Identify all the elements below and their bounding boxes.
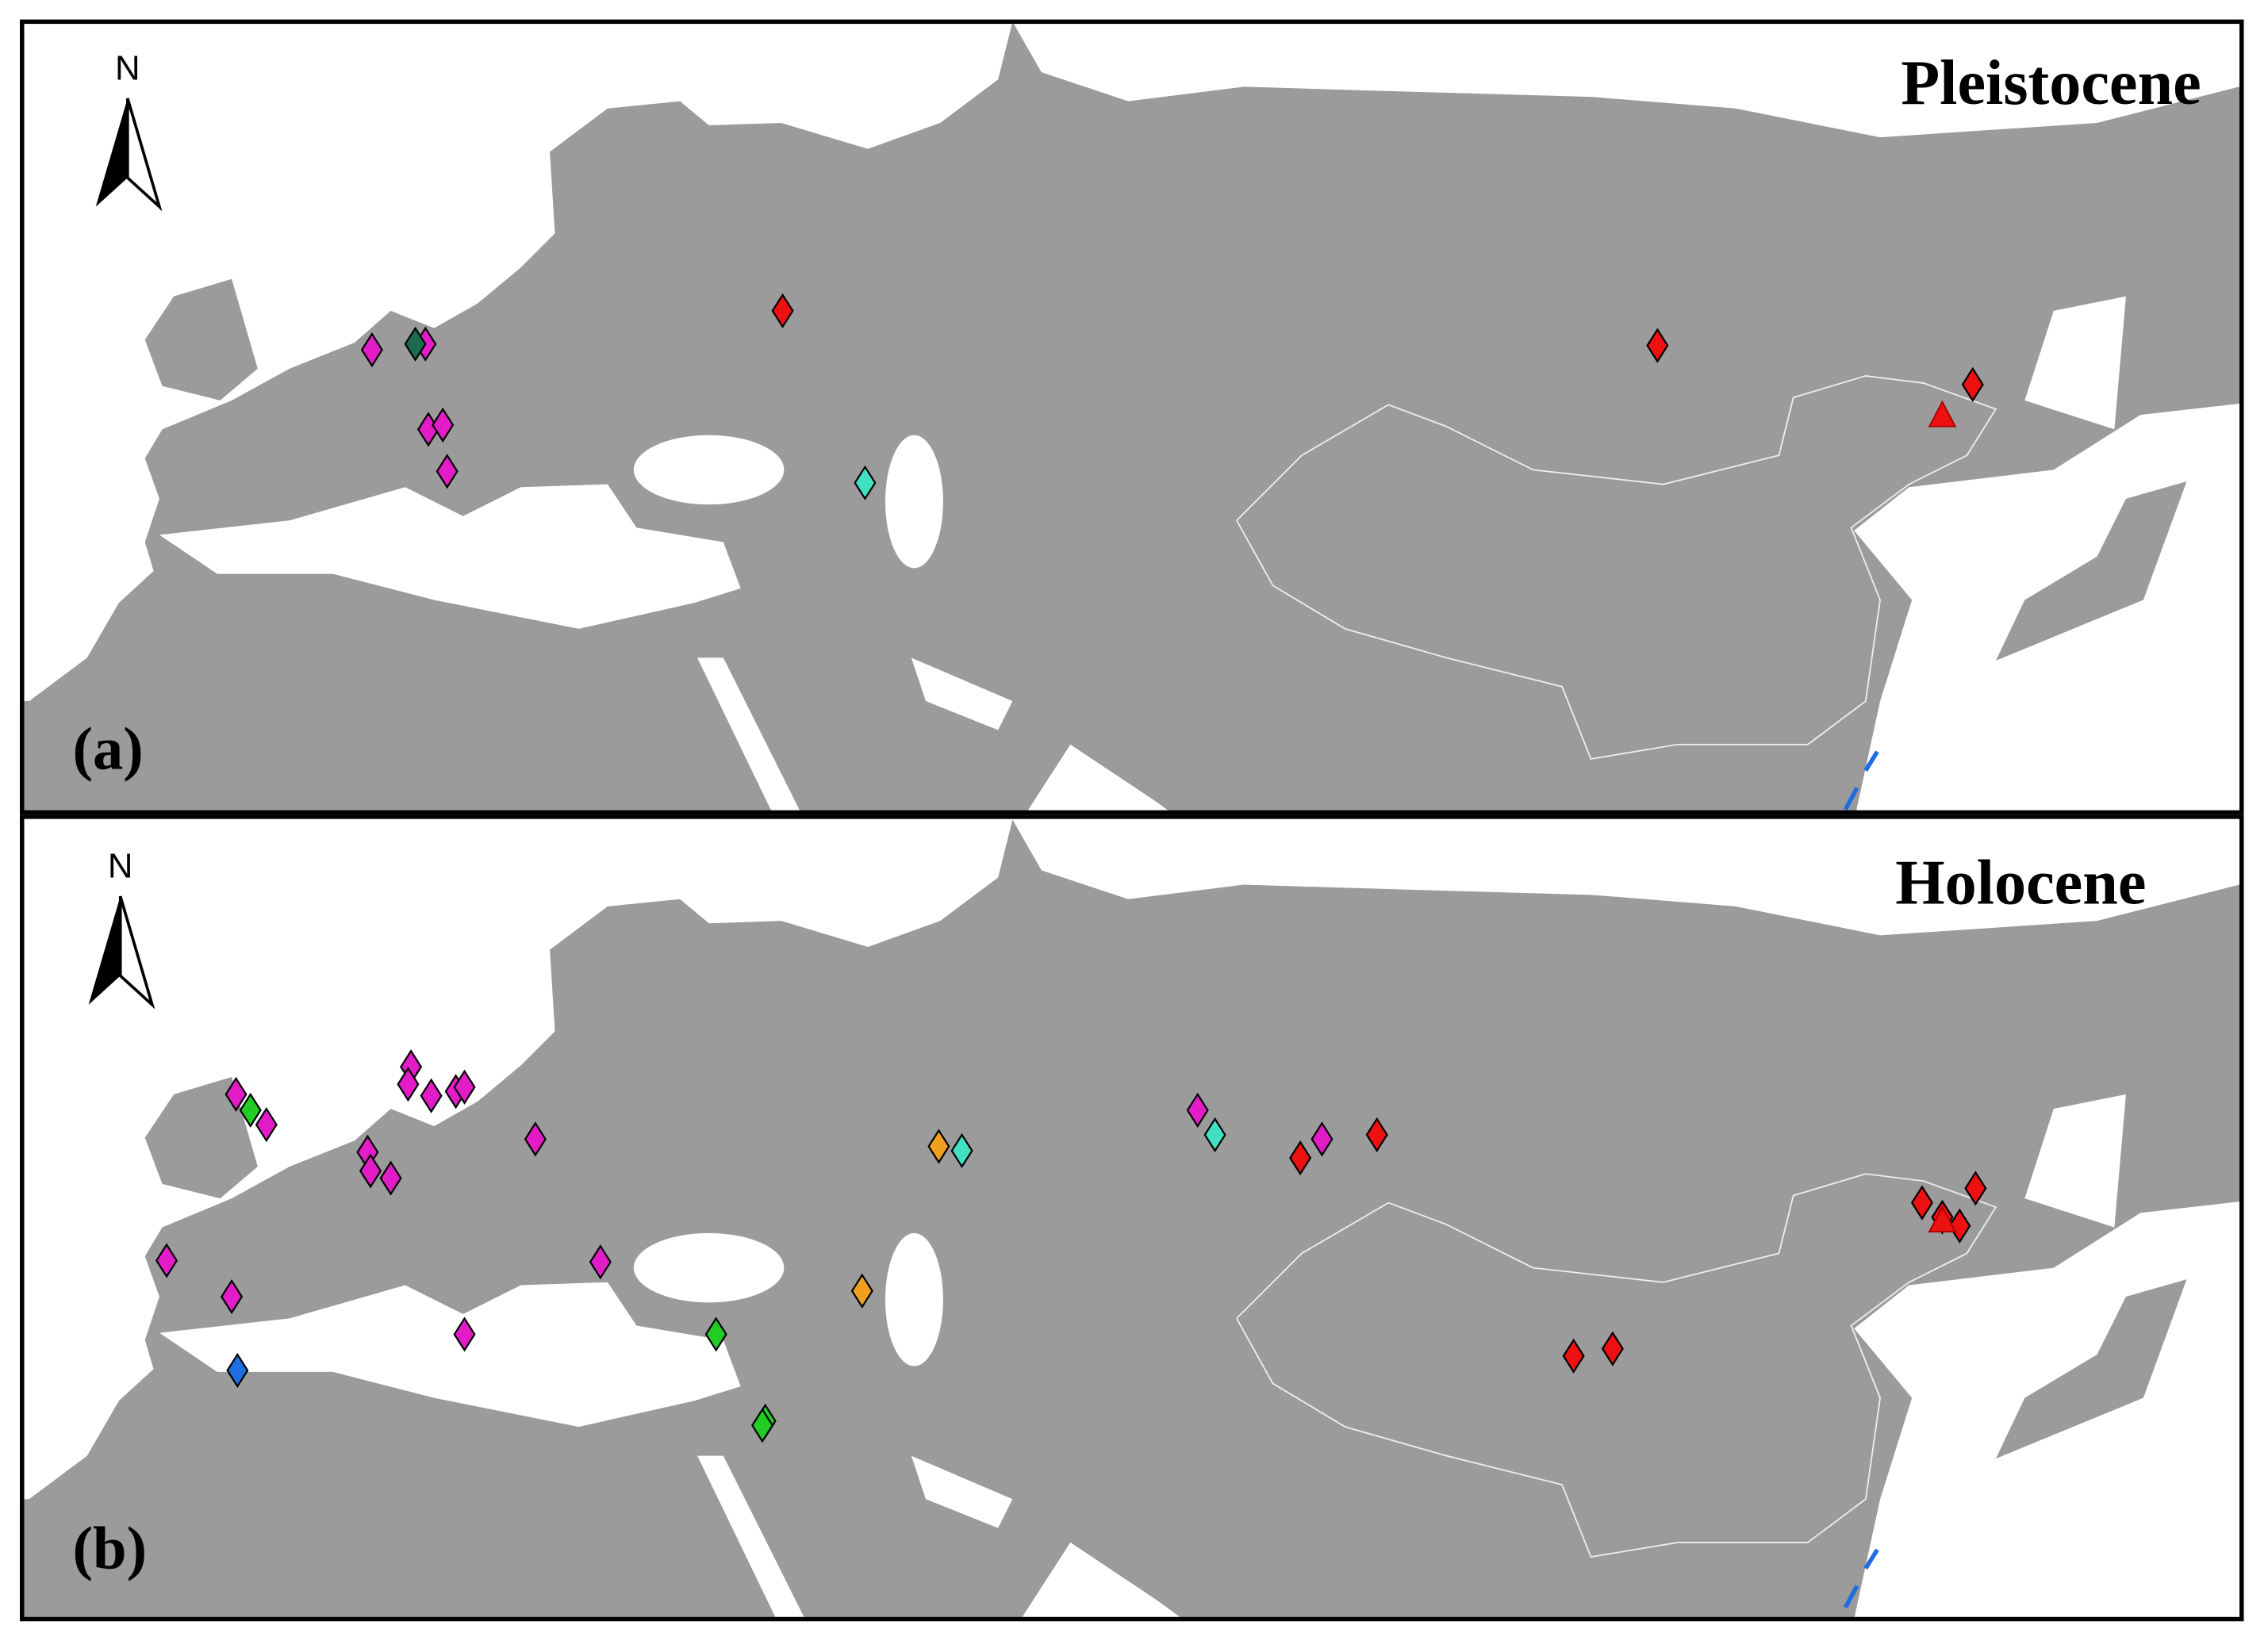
markers xyxy=(155,293,1987,1443)
site-marker-triangle xyxy=(1928,1205,1957,1232)
site-marker xyxy=(927,1129,950,1164)
site-marker xyxy=(224,1076,248,1112)
site-marker xyxy=(226,1352,249,1389)
site-marker xyxy=(1562,1338,1585,1374)
site-marker xyxy=(750,1408,774,1443)
site-marker xyxy=(1311,1121,1334,1157)
site-marker xyxy=(436,454,459,489)
site-marker xyxy=(850,1273,873,1309)
site-marker xyxy=(950,1133,973,1169)
panel-label: (a) xyxy=(73,715,144,783)
site-marker xyxy=(704,1316,727,1352)
site-marker xyxy=(221,1278,244,1315)
panel-title: Holocene xyxy=(1895,848,2146,918)
site-marker xyxy=(1961,366,1984,402)
site-marker xyxy=(432,407,455,443)
site-marker xyxy=(1646,328,1669,363)
site-marker xyxy=(854,465,877,500)
site-marker xyxy=(360,332,383,368)
site-marker xyxy=(1289,1140,1312,1176)
site-marker xyxy=(1910,1185,1933,1221)
site-marker xyxy=(397,1067,420,1102)
site-marker xyxy=(1203,1117,1226,1152)
site-marker xyxy=(453,1316,476,1352)
site-marker xyxy=(155,1243,178,1278)
site-marker xyxy=(255,1107,278,1143)
site-marker xyxy=(771,293,794,328)
site-marker xyxy=(359,1153,382,1189)
panel-frame xyxy=(20,814,2244,1622)
map-a xyxy=(0,21,2267,834)
map-b xyxy=(0,820,2267,1632)
site-marker xyxy=(453,1069,476,1105)
site-marker xyxy=(1365,1117,1388,1152)
site-marker xyxy=(1186,1092,1209,1129)
panel-frame xyxy=(20,19,2244,815)
site-marker xyxy=(1948,1208,1971,1244)
site-marker xyxy=(589,1244,612,1280)
site-marker xyxy=(379,1160,402,1196)
panel-label: (b) xyxy=(73,1515,148,1582)
site-marker xyxy=(420,1078,443,1113)
panel-title: Pleistocene xyxy=(1901,48,2201,118)
site-marker xyxy=(404,326,427,362)
site-marker xyxy=(1964,1171,1987,1206)
site-marker xyxy=(524,1121,547,1157)
north-label: N xyxy=(108,846,133,885)
site-marker-triangle xyxy=(1928,400,1957,427)
site-marker xyxy=(1601,1331,1624,1366)
north-label: N xyxy=(115,48,140,87)
site-marker xyxy=(239,1092,262,1129)
